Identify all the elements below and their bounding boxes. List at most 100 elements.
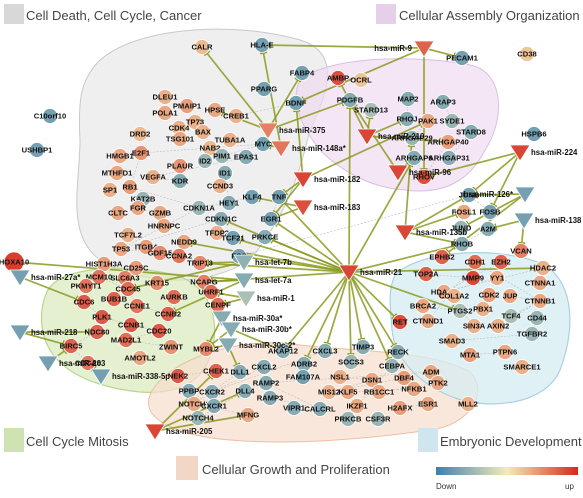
mirna-node-hsa-mir-218[interactable]: hsa-miR-218 <box>9 324 78 342</box>
gene-node-tgfbr2[interactable]: TGFBR2 <box>517 326 547 342</box>
gene-node-klf5[interactable]: KLF5 <box>339 384 359 400</box>
gene-node-hpse[interactable]: HPSE <box>205 102 226 118</box>
mirna-node-hsa-mir-224[interactable]: hsa-miR-224 <box>509 144 578 162</box>
gene-node-uhrf1[interactable]: UHRF1 <box>198 284 224 300</box>
gene-node-ambp[interactable]: AMBP <box>327 70 349 86</box>
gene-node-nek2[interactable]: NEK2 <box>168 368 188 384</box>
mirna-node-hsa-mir-338-5p[interactable]: hsa-miR-338-5p <box>90 368 170 386</box>
mirna-node-hsa-mir-205[interactable]: hsa-miR-205 <box>144 423 213 441</box>
gene-node-yy1[interactable]: YY1 <box>489 270 505 286</box>
gene-node-bdnf[interactable]: BDNF <box>285 95 307 111</box>
gene-node-mad2l1[interactable]: MAD2L1 <box>111 332 142 348</box>
mirna-node-hsa-mir-182[interactable]: hsa-miR-182 <box>292 171 361 189</box>
gene-node-plaur[interactable]: PLAUR <box>167 158 194 174</box>
mirna-node-hsa-let-7b[interactable]: hsa-let-7b <box>233 254 292 272</box>
gene-node-cxcl3[interactable]: CXCL3 <box>313 343 338 359</box>
gene-node-jup[interactable]: JUP <box>502 288 518 304</box>
gene-node-gdf15[interactable]: GDF15 <box>148 245 173 261</box>
gene-node-fam107a[interactable]: FAM107A <box>286 369 321 385</box>
gene-node-mta1[interactable]: MTA1 <box>460 347 481 363</box>
gene-node-klf4[interactable]: KLF4 <box>243 189 263 205</box>
gene-node-akap12[interactable]: AKAP12 <box>268 343 298 359</box>
gene-node-aurkb[interactable]: AURKB <box>160 289 188 305</box>
gene-node-cdca8[interactable]: CDCA8 <box>75 355 101 371</box>
mirna-node-hsa-mir-9[interactable]: hsa-miR-9 <box>374 40 435 58</box>
gene-node-hla-e[interactable]: HLA-E <box>250 37 274 53</box>
mirna-node-hsa-mir-135b[interactable]: hsa-miR-135b <box>394 224 467 242</box>
gene-node-syde1[interactable]: SYDE1 <box>440 113 466 129</box>
gene-node-birc5[interactable]: BIRC5 <box>60 338 84 354</box>
mirna-node-hsa-mir-148a[interactable]: hsa-miR-148a* <box>270 140 347 158</box>
gene-node-dll4[interactable]: DLL4 <box>236 383 256 399</box>
gene-node-ccnb2[interactable]: CCNB2 <box>155 306 181 322</box>
mirna-node-hsa-mir-203[interactable]: hsa-miR-203 <box>37 355 106 373</box>
gene-node-ccne1[interactable]: CCNE1 <box>124 298 151 314</box>
mirna-node-hsa-mir-210[interactable]: hsa-miR-210 <box>356 128 425 146</box>
gene-node-krt15[interactable]: KRT15 <box>145 275 170 291</box>
gene-node-ephb2[interactable]: EPHB2 <box>429 249 455 265</box>
gene-node-cdkn1c[interactable]: CDKN1C <box>205 211 237 227</box>
gene-node-plk1[interactable]: PLK1 <box>92 309 112 325</box>
gene-node-dll1[interactable]: DLL1 <box>231 364 251 380</box>
gene-node-hspb6[interactable]: HSPB6 <box>521 126 547 142</box>
gene-node-ndc80[interactable]: NDC80 <box>85 324 110 340</box>
gene-node-map2[interactable]: MAP2 <box>397 91 419 107</box>
gene-node-ccna2[interactable]: CCNA2 <box>166 248 192 264</box>
gene-node-brca2[interactable]: BRCA2 <box>410 298 436 314</box>
gene-node-mybl2[interactable]: MYBL2 <box>193 341 219 357</box>
gene-node-junb[interactable]: JUNB <box>459 187 480 203</box>
gene-node-rhov[interactable]: RHOV <box>413 169 436 185</box>
gene-node-arhgap6[interactable]: ARHGAP6 <box>395 150 433 166</box>
gene-node-timp3[interactable]: TIMP3 <box>352 339 374 355</box>
mirna-node-hsa-mir-375[interactable]: hsa-miR-375 <box>257 122 326 140</box>
gene-node-pdgfb[interactable]: PDGFB <box>337 92 364 108</box>
gene-node-tsg101[interactable]: TSG101 <box>166 131 195 147</box>
mirna-node-hsa-mir-183[interactable]: hsa-miR-183 <box>292 199 361 217</box>
gene-node-csf3r[interactable]: CSF3R <box>366 411 391 427</box>
gene-node-arhgap40[interactable]: ARHGAP40 <box>427 134 469 150</box>
gene-node-smarce1[interactable]: SMARCE1 <box>503 359 541 375</box>
gene-node-fosl1[interactable]: FOSL1 <box>452 204 477 220</box>
gene-node-fgr[interactable]: FGR <box>130 200 147 216</box>
gene-node-egr1[interactable]: EGR1 <box>261 211 282 227</box>
gene-node-pkmyt1[interactable]: PKMYT1 <box>71 278 103 294</box>
gene-node-rhob[interactable]: RHOB <box>451 236 474 252</box>
gene-node-notch4[interactable]: NOTCH4 <box>182 410 214 426</box>
gene-node-bax[interactable]: BAX <box>195 124 211 140</box>
gene-node-cd44[interactable]: CD44 <box>527 310 547 326</box>
gene-node-amotl2[interactable]: AMOTL2 <box>124 350 156 366</box>
gene-node-pbx1[interactable]: PBX1 <box>473 301 494 317</box>
gene-node-cdc6[interactable]: CDC6 <box>74 294 95 310</box>
gene-node-vipr1[interactable]: VIPR1 <box>283 400 306 416</box>
gene-node-dsn1[interactable]: DSN1 <box>362 372 383 388</box>
gene-node-chek1[interactable]: CHEK1 <box>203 363 230 379</box>
mirna-node-hsa-mir-30a[interactable]: hsa-miR-30a* <box>211 310 283 328</box>
mirna-node-hsa-mir-138[interactable]: hsa-miR-138 <box>513 212 582 230</box>
gene-node-ezh2[interactable]: EZH2 <box>491 254 511 270</box>
gene-node-ramp3[interactable]: RAMP3 <box>257 390 284 406</box>
gene-node-tuba1a[interactable]: TUBA1A <box>215 132 246 148</box>
gene-node-c10orf10[interactable]: C10orf10 <box>34 108 67 124</box>
gene-node-smad3[interactable]: SMAD3 <box>439 333 466 349</box>
gene-node-ushbp1[interactable]: USHBP1 <box>22 142 54 158</box>
gene-node-axin2[interactable]: AXIN2 <box>487 318 509 334</box>
gene-node-ptk2[interactable]: PTK2 <box>428 375 448 391</box>
gene-node-h2afx[interactable]: H2AFX <box>388 400 413 416</box>
gene-node-e2f1[interactable]: E2F1 <box>132 145 151 161</box>
gene-node-pak1[interactable]: PAK1 <box>418 113 439 129</box>
gene-node-tcf4[interactable]: TCF4 <box>502 308 522 324</box>
gene-node-ccnd3[interactable]: CCND3 <box>207 178 233 194</box>
gene-node-stard8[interactable]: STARD8 <box>456 124 486 140</box>
gene-node-calr[interactable]: CALR <box>191 39 213 55</box>
gene-node-mll2[interactable]: MLL2 <box>458 396 478 412</box>
mirna-node-hsa-mir-1[interactable]: hsa-miR-1 <box>235 290 295 308</box>
gene-node-pparg[interactable]: PPARG <box>251 81 278 97</box>
gene-node-ikzf1[interactable]: IKZF1 <box>346 398 368 414</box>
gene-node-hmgb1[interactable]: HMGB1 <box>106 148 134 164</box>
gene-node-ptgs2[interactable]: PTGS2 <box>448 303 473 319</box>
gene-node-cdkn1a[interactable]: CDKN1A <box>183 200 215 216</box>
gene-node-tp53[interactable]: TP53 <box>112 241 130 257</box>
gene-node-vegfa[interactable]: VEGFA <box>140 169 166 185</box>
mirna-node-hsa-mir-126[interactable]: hsa-miR-126* <box>464 186 536 204</box>
gene-node-pmaip1[interactable]: PMAIP1 <box>173 98 202 114</box>
